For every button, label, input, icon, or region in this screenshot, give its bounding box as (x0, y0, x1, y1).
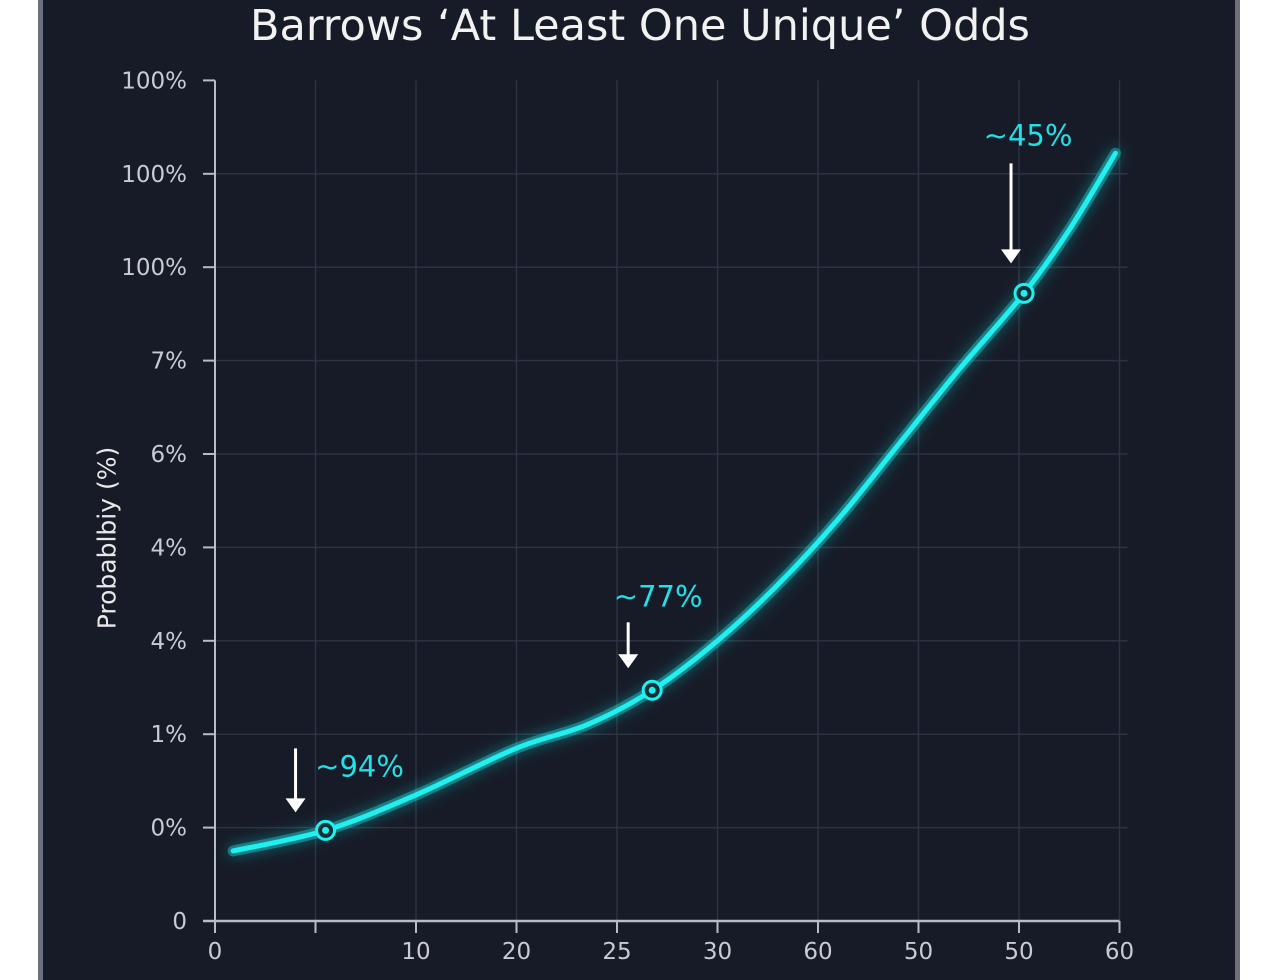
chart-panel (38, 0, 1240, 980)
y-tick-label: 100% (121, 162, 187, 188)
series-line (230, 150, 1118, 854)
chart-title: Barrows ‘At Least One Unique’ Odds (250, 1, 1030, 51)
x-tick-label: 60 (1105, 939, 1134, 960)
y-tick-label: 7% (151, 349, 188, 375)
annotation-label: ~94% (315, 749, 404, 783)
data-point-marker-center (1020, 289, 1028, 297)
line-chart: 0 0% 1% 4% 4% 6% 7% 100% 100% 100% 0 10 20 25 30 60 50 50… (121, 68, 1134, 960)
annotation-label: ~77% (614, 579, 703, 613)
x-tick-label: 20 (502, 939, 531, 960)
arrow-head-icon (618, 654, 639, 669)
x-tick-label: 50 (904, 939, 933, 960)
x-tick-label: 10 (401, 939, 430, 960)
y-tick-label: 0% (151, 816, 188, 842)
y-tick-label: 4% (151, 535, 188, 561)
x-tick-label: 60 (803, 939, 832, 960)
series-line-glow (227, 147, 1121, 857)
y-tick-label: 4% (151, 629, 188, 655)
data-point-marker-center (322, 826, 330, 834)
y-tick-label: 1% (151, 722, 188, 748)
arrow-head-icon (285, 798, 306, 813)
x-tick-label: 30 (703, 939, 732, 960)
y-tick-label: 6% (151, 442, 188, 468)
y-tick-label: 100% (121, 255, 187, 281)
x-tick-label: 50 (1004, 939, 1033, 960)
x-tick-label: 0 (208, 939, 223, 960)
y-tick-label: 100% (121, 68, 187, 94)
y-tick-label: 0 (172, 909, 187, 935)
data-point-marker-center (648, 686, 656, 694)
arrow-head-icon (1001, 249, 1022, 264)
annotation-label: ~45% (984, 118, 1073, 152)
x-tick-label: 25 (602, 939, 631, 960)
